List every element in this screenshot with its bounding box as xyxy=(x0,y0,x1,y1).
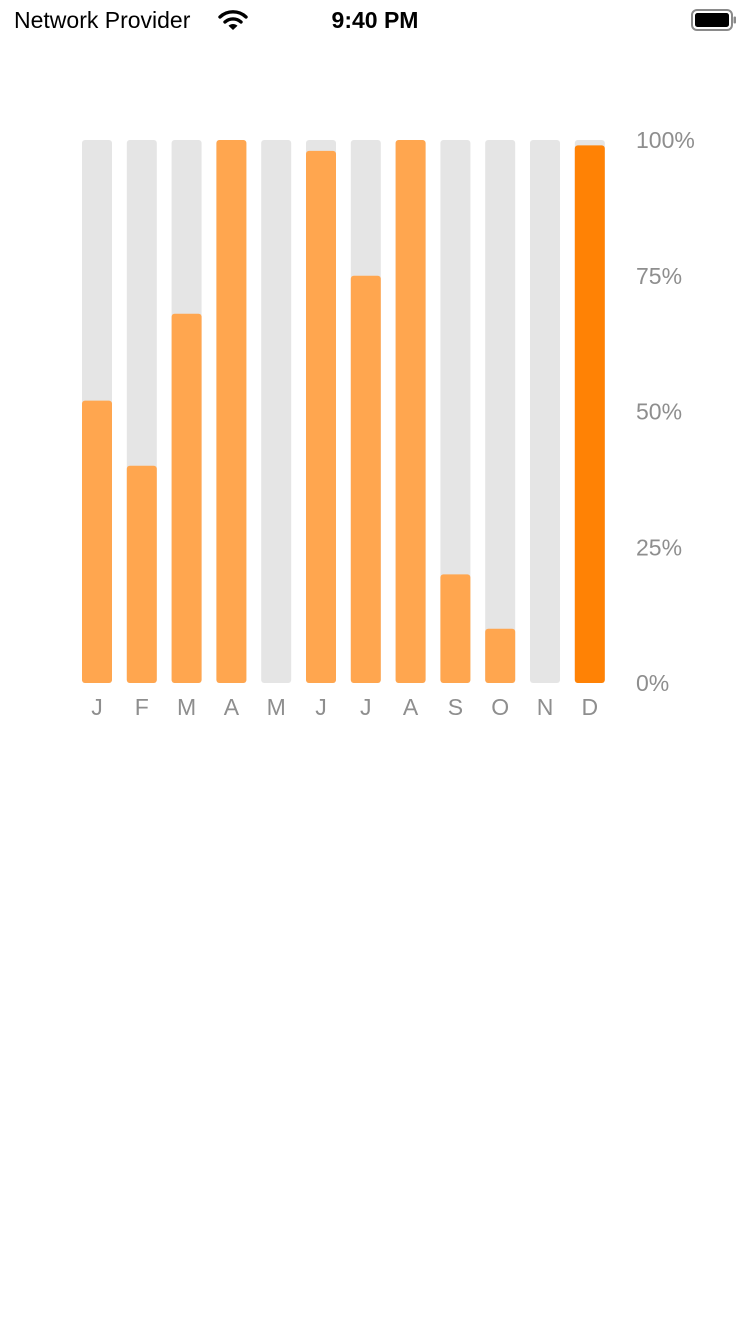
bar xyxy=(350,275,381,683)
y-axis-ticks: 0% 25% 50% 75% 100% xyxy=(636,127,695,696)
y-tick-label: 0% xyxy=(636,670,669,696)
bar xyxy=(171,313,202,683)
bar xyxy=(216,140,247,683)
y-tick-label: 100% xyxy=(636,127,695,153)
clock: 9:40 PM xyxy=(331,7,419,33)
bar xyxy=(82,400,112,683)
x-tick-label: N xyxy=(537,694,554,720)
x-tick-label: D xyxy=(581,694,598,720)
bar xyxy=(126,465,157,683)
monthly-progress-chart: J F M A M J J A S O N D 0% 25% 50% 75% 100% xyxy=(82,127,695,720)
carrier-label: Network Provider xyxy=(14,7,191,33)
x-tick-label: J xyxy=(315,694,327,720)
bar xyxy=(395,140,426,683)
x-tick-label: J xyxy=(360,694,372,720)
bar xyxy=(485,628,516,683)
battery-icon xyxy=(691,9,737,36)
bar-track xyxy=(261,140,292,683)
x-tick-label: M xyxy=(267,694,286,720)
wifi-icon xyxy=(218,8,248,37)
x-tick-label: F xyxy=(135,694,149,720)
bar xyxy=(574,145,605,683)
x-tick-label: M xyxy=(177,694,196,720)
x-tick-label: J xyxy=(91,694,103,720)
bar-track xyxy=(530,140,560,683)
bar-track xyxy=(440,140,471,683)
bars-group xyxy=(82,140,605,684)
y-tick-label: 25% xyxy=(636,534,682,560)
x-tick-label: A xyxy=(403,694,419,720)
status-bar: Network Provider 9:40 PM xyxy=(0,0,750,40)
bar-track xyxy=(485,140,516,683)
y-tick-label: 50% xyxy=(636,399,682,425)
y-tick-label: 75% xyxy=(636,263,682,289)
x-tick-label: O xyxy=(491,694,509,720)
x-tick-label: A xyxy=(224,694,240,720)
bar xyxy=(440,574,471,683)
x-tick-label: S xyxy=(448,694,463,720)
bar xyxy=(306,150,336,684)
